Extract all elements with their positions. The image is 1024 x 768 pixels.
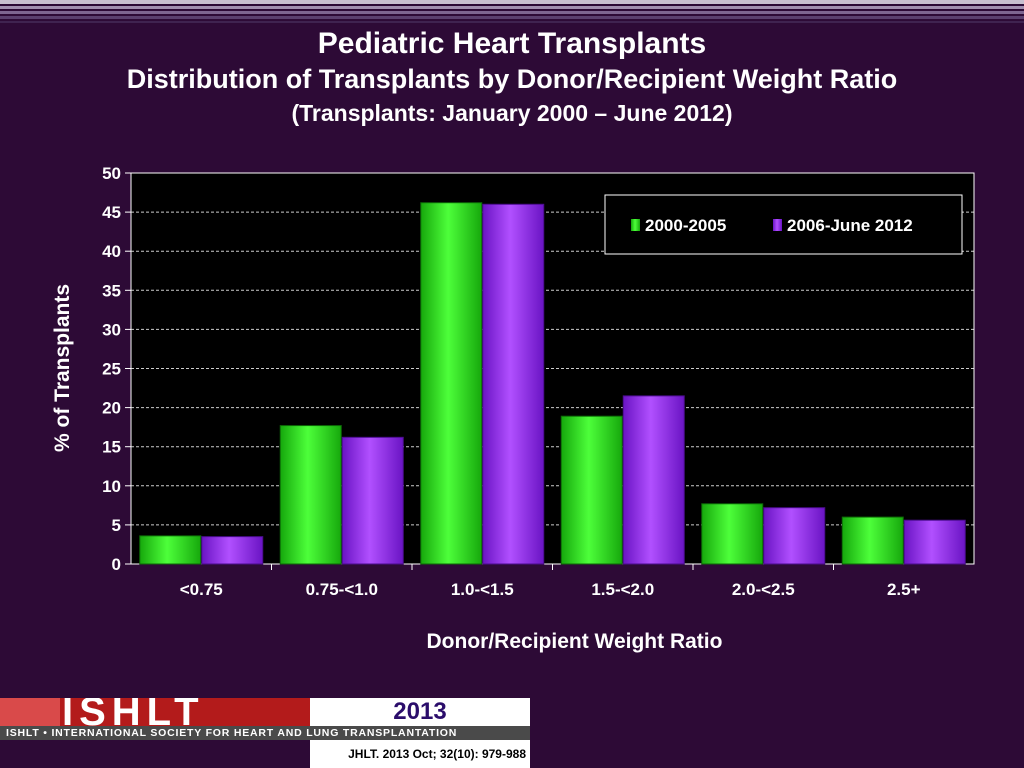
bar-series1: [701, 503, 764, 565]
y-tick-label: 40: [102, 242, 121, 261]
bar-chart: 0 5 10 15 20 25 30 35 40 45 50 <0.75 0.75-<1.0 1.0-<1…: [51, 164, 975, 653]
legend-box: [604, 194, 963, 255]
y-tick-label: 25: [102, 360, 121, 379]
bar-series1: [841, 516, 904, 565]
footer-year: 2013: [310, 698, 530, 726]
y-tick-label: 15: [102, 438, 121, 457]
legend-swatch: [773, 219, 782, 231]
bar-series1: [420, 202, 483, 565]
x-axis-title: Donor/Recipient Weight Ratio: [427, 630, 723, 653]
chart-period: (Transplants: January 2000 – June 2012): [291, 100, 733, 126]
logo-text: ISHLT: [62, 698, 205, 726]
bar-series2: [903, 519, 966, 565]
bar-series2: [763, 507, 826, 565]
top-stripes: [0, 0, 1024, 23]
x-tick-label: 2.5+: [887, 580, 921, 599]
y-tick-label: 30: [102, 320, 121, 339]
y-axis-title: % of Transplants: [51, 284, 74, 452]
x-tick-label: <0.75: [180, 580, 223, 599]
bar-series1: [560, 415, 623, 565]
footer-reference: JHLT. 2013 Oct; 32(10): 979-988: [310, 740, 530, 768]
x-tick-label: 1.5-<2.0: [591, 580, 654, 599]
bar-series2: [341, 436, 404, 565]
bar-series1: [279, 425, 342, 565]
bar-series2: [201, 536, 264, 565]
y-tick-label: 10: [102, 477, 121, 496]
x-tick-label: 2.0-<2.5: [732, 580, 795, 599]
bar-series1: [139, 535, 202, 565]
y-tick-label: 5: [112, 516, 121, 535]
logo-graphic: ISHLT: [0, 690, 310, 734]
y-tick-label: 35: [102, 281, 121, 300]
x-tick-label: 1.0-<1.5: [451, 580, 514, 599]
chart-title: Pediatric Heart Transplants: [317, 27, 707, 60]
chart-subtitle: Distribution of Transplants by Donor/Rec…: [126, 64, 898, 94]
legend-label: 2000-2005: [645, 216, 726, 235]
y-tick-label: 50: [102, 164, 121, 183]
legend-label: 2006-June 2012: [787, 216, 913, 235]
footer-banner: ISHLT • INTERNATIONAL SOCIETY FOR HEART …: [0, 726, 530, 740]
bar-series2: [482, 203, 545, 565]
y-tick-label: 0: [112, 555, 121, 574]
y-tick-label: 45: [102, 203, 121, 222]
bar-series2: [622, 395, 685, 565]
legend-swatch: [631, 219, 640, 231]
title-block: Pediatric Heart Transplants Distribution…: [0, 26, 1024, 130]
x-tick-label: 0.75-<1.0: [306, 580, 378, 599]
y-tick-label: 20: [102, 399, 121, 418]
